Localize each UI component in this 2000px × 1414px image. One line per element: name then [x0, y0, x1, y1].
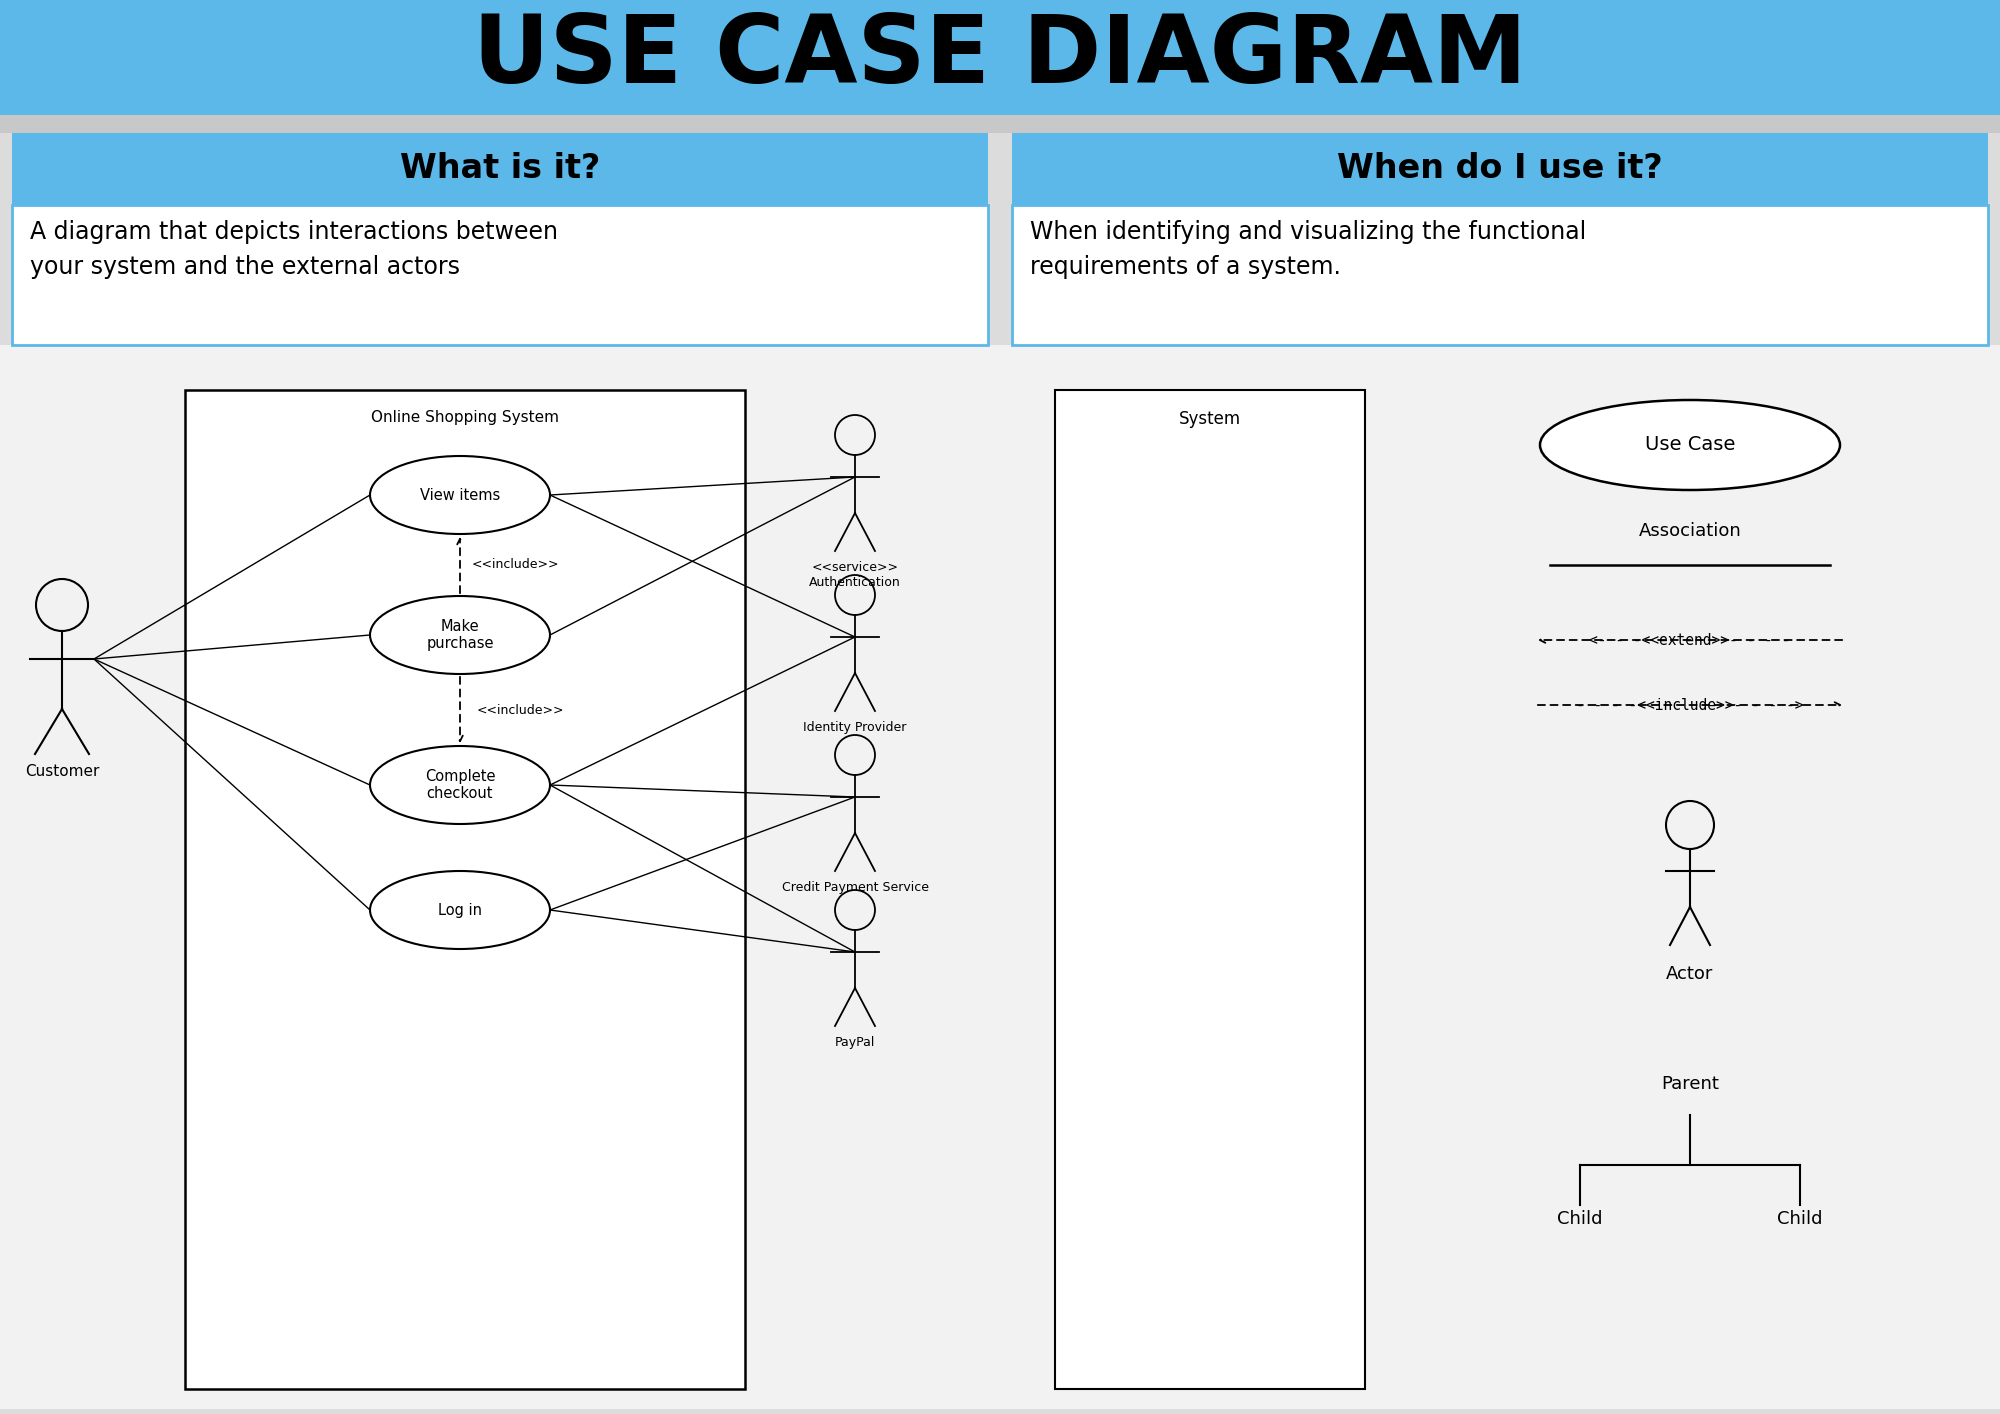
Text: When identifying and visualizing the functional
requirements of a system.: When identifying and visualizing the fun…	[1030, 221, 1586, 280]
Text: Make
purchase: Make purchase	[426, 619, 494, 652]
Text: <<service>>
Authentication: <<service>> Authentication	[810, 561, 900, 590]
Text: Child: Child	[1778, 1210, 1822, 1227]
Text: Use Case: Use Case	[1644, 436, 1736, 454]
Ellipse shape	[370, 455, 550, 534]
Text: What is it?: What is it?	[400, 153, 600, 185]
Text: A diagram that depicts interactions between
your system and the external actors: A diagram that depicts interactions betw…	[30, 221, 558, 280]
FancyBboxPatch shape	[1012, 133, 1988, 205]
Ellipse shape	[370, 595, 550, 674]
Text: System: System	[1178, 410, 1242, 428]
Ellipse shape	[370, 871, 550, 949]
Text: Online Shopping System: Online Shopping System	[372, 410, 560, 426]
Text: <- - -<<extend>>- - - -: <- - -<<extend>>- - - -	[1590, 632, 1790, 648]
Text: <<include>>: <<include>>	[472, 559, 558, 571]
Text: Log in: Log in	[438, 902, 482, 918]
FancyBboxPatch shape	[184, 390, 744, 1389]
Text: PayPal: PayPal	[834, 1036, 876, 1049]
Text: Association: Association	[1638, 522, 1742, 540]
FancyBboxPatch shape	[1012, 205, 1988, 345]
Text: <<include>>: <<include>>	[476, 704, 564, 717]
Text: Credit Payment Service: Credit Payment Service	[782, 881, 928, 894]
Text: Child: Child	[1558, 1210, 1602, 1227]
Ellipse shape	[1540, 400, 1840, 491]
Text: Complete
checkout: Complete checkout	[424, 769, 496, 802]
Text: Customer: Customer	[24, 764, 100, 779]
Text: - - - -<<include>>- - - ->: - - - -<<include>>- - - ->	[1576, 697, 1804, 713]
FancyBboxPatch shape	[1056, 390, 1364, 1389]
Text: Actor: Actor	[1666, 964, 1714, 983]
FancyBboxPatch shape	[12, 133, 988, 205]
Text: USE CASE DIAGRAM: USE CASE DIAGRAM	[474, 11, 1528, 103]
FancyBboxPatch shape	[0, 0, 2000, 115]
Ellipse shape	[370, 747, 550, 824]
Text: Parent: Parent	[1662, 1075, 1718, 1093]
FancyBboxPatch shape	[0, 345, 2000, 1408]
FancyBboxPatch shape	[0, 115, 2000, 133]
Text: View items: View items	[420, 488, 500, 502]
FancyBboxPatch shape	[1380, 345, 1990, 1408]
Text: Identity Provider: Identity Provider	[804, 721, 906, 734]
FancyBboxPatch shape	[12, 205, 988, 345]
Text: When do I use it?: When do I use it?	[1338, 153, 1662, 185]
